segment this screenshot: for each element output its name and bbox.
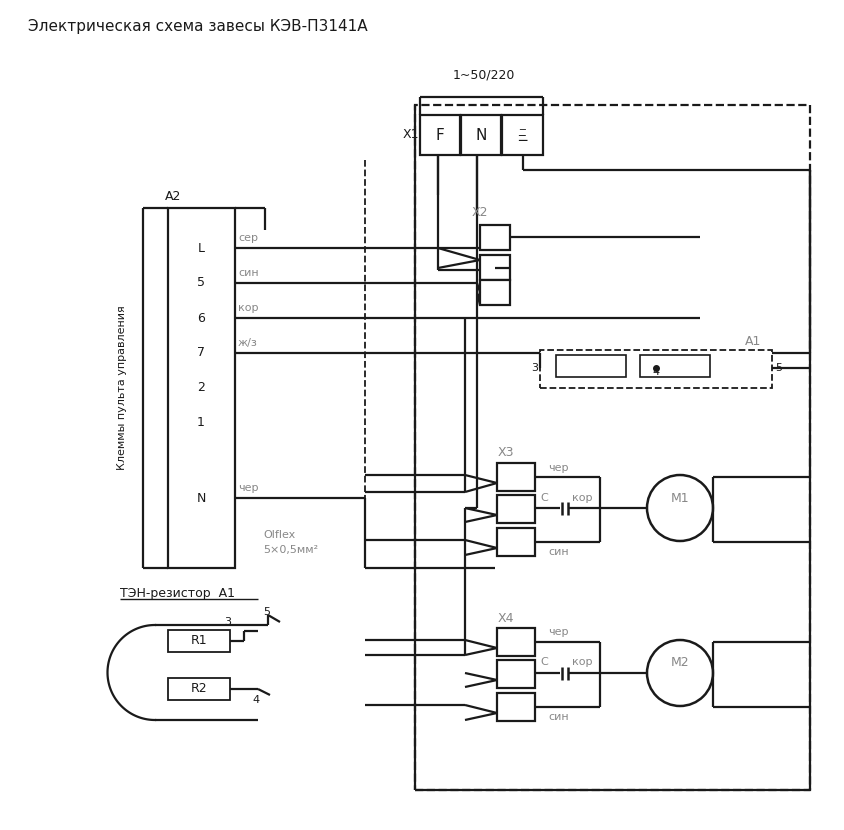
Text: 6: 6	[197, 311, 205, 325]
Text: F: F	[436, 129, 445, 144]
Text: N: N	[475, 129, 487, 144]
Bar	[415, 105, 810, 790]
Text: N: N	[197, 491, 206, 505]
Text: A1: A1	[745, 335, 761, 349]
Text: 5: 5	[775, 363, 782, 373]
Bar	[480, 255, 510, 280]
Text: 5: 5	[197, 276, 205, 290]
Bar	[168, 630, 230, 652]
Text: 4: 4	[252, 695, 259, 705]
Text: син: син	[238, 268, 258, 278]
Text: ─: ─	[519, 125, 525, 135]
Text: 3: 3	[531, 363, 538, 373]
Bar	[461, 115, 501, 155]
Text: 5×0,5мм²: 5×0,5мм²	[263, 545, 318, 555]
Text: син: син	[548, 712, 569, 722]
Bar	[497, 660, 535, 688]
Text: чер: чер	[238, 483, 258, 493]
Text: R2: R2	[191, 682, 208, 696]
Text: чер: чер	[548, 463, 569, 473]
Text: 3: 3	[224, 617, 231, 627]
Bar	[480, 280, 510, 305]
Text: 7: 7	[197, 346, 205, 359]
Bar	[502, 115, 543, 155]
Bar	[497, 628, 535, 656]
Text: X1: X1	[403, 129, 419, 141]
Circle shape	[647, 475, 713, 541]
Bar	[420, 115, 460, 155]
Text: кор: кор	[572, 657, 592, 667]
Text: С: С	[540, 493, 548, 503]
Text: 1~50/220: 1~50/220	[453, 69, 516, 81]
Text: ж/з: ж/з	[238, 338, 258, 348]
Text: X2: X2	[472, 207, 489, 219]
Bar	[640, 355, 710, 377]
Text: R1: R1	[191, 634, 208, 647]
Bar	[497, 495, 535, 523]
Text: 4: 4	[652, 367, 659, 377]
Text: сер: сер	[238, 233, 258, 243]
Text: ─: ─	[518, 130, 525, 140]
Circle shape	[647, 640, 713, 706]
Text: 2: 2	[197, 382, 205, 394]
Text: А2: А2	[165, 189, 181, 203]
Text: Электрическая схема завесы КЭВ-П3141А: Электрическая схема завесы КЭВ-П3141А	[28, 19, 368, 35]
Text: Клеммы пульта управления: Клеммы пульта управления	[117, 305, 127, 471]
Text: син: син	[548, 547, 569, 557]
Text: 5: 5	[263, 607, 270, 617]
Text: M1: M1	[671, 491, 690, 505]
Text: X3: X3	[498, 447, 515, 460]
Text: ─: ─	[518, 134, 526, 148]
Text: 1: 1	[197, 417, 205, 429]
Text: кор: кор	[572, 493, 592, 503]
Bar	[540, 350, 772, 388]
Text: кор: кор	[238, 303, 258, 313]
Text: M2: M2	[671, 657, 690, 670]
Text: чер: чер	[548, 627, 569, 637]
Bar	[556, 355, 626, 377]
Bar	[168, 678, 230, 700]
Text: С: С	[540, 657, 548, 667]
Bar	[497, 693, 535, 721]
Text: Olflex: Olflex	[263, 530, 295, 540]
Text: ТЭН-резистор  А1: ТЭН-резистор А1	[120, 587, 235, 599]
Text: X4: X4	[498, 612, 515, 624]
Bar	[480, 225, 510, 250]
Text: L: L	[197, 242, 204, 255]
Bar	[497, 463, 535, 491]
Bar	[168, 208, 235, 568]
Bar	[497, 528, 535, 556]
